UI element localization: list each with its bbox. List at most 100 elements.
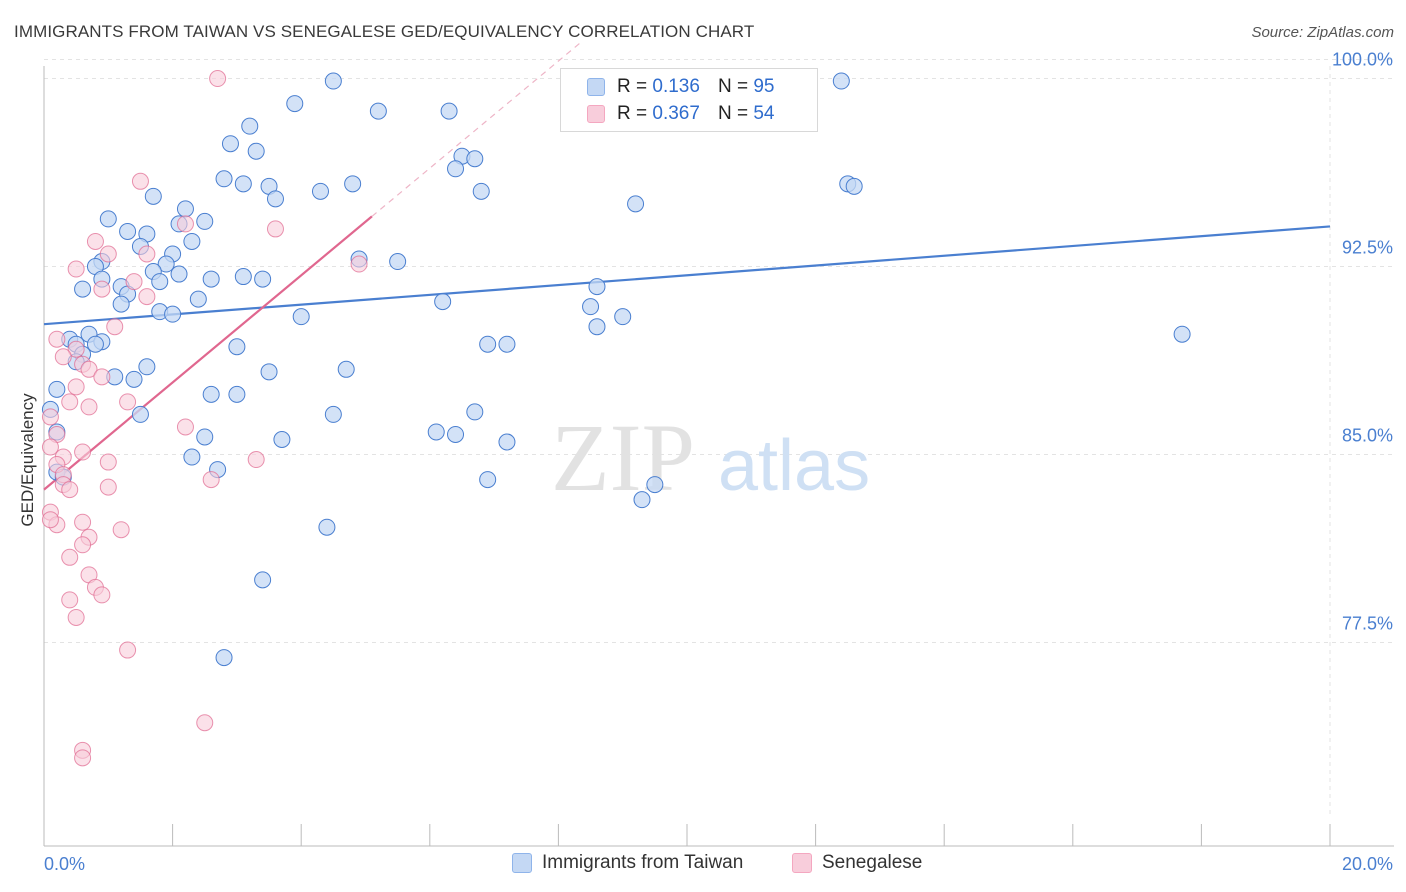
taiwan-point xyxy=(119,222,137,240)
taiwan-point xyxy=(112,295,130,313)
taiwan-point xyxy=(614,308,632,326)
x-tick-label-max: 20.0% xyxy=(1342,854,1393,874)
taiwan-point xyxy=(472,182,490,200)
senegalese-point xyxy=(176,418,194,436)
legend-r-label: R = xyxy=(617,76,648,97)
senegalese-point xyxy=(61,481,79,499)
senegalese-point xyxy=(61,393,79,411)
senegalese-point xyxy=(41,408,59,426)
taiwan-point xyxy=(151,273,169,291)
senegalese-point xyxy=(67,378,85,396)
bottom-legend: Immigrants from Taiwan Senegalese xyxy=(0,852,1406,876)
taiwan-point xyxy=(344,175,362,193)
taiwan-point xyxy=(479,335,497,353)
senegalese-point xyxy=(119,393,137,411)
senegalese-point xyxy=(131,172,149,190)
taiwan-point xyxy=(588,278,606,296)
taiwan-point xyxy=(170,265,188,283)
legend-r-label: R = xyxy=(617,103,648,124)
legend-row-taiwan: R = 0.136 N = 95 xyxy=(587,75,774,99)
series-senegalese xyxy=(41,70,368,767)
taiwan-point xyxy=(845,177,863,195)
senegalese-point xyxy=(196,714,214,732)
legend-n-value: 54 xyxy=(753,103,775,124)
taiwan-point xyxy=(48,380,66,398)
taiwan-point xyxy=(131,405,149,423)
senegalese-point xyxy=(138,288,156,306)
trend-lines xyxy=(43,40,1331,491)
taiwan-point xyxy=(1173,325,1191,343)
y-axis-title: GED/Equivalency xyxy=(18,393,37,527)
senegalese-point xyxy=(74,749,92,767)
taiwan-point xyxy=(260,363,278,381)
senegalese-point xyxy=(74,536,92,554)
taiwan-point xyxy=(138,358,156,376)
taiwan-point xyxy=(479,471,497,489)
senegalese-point xyxy=(176,215,194,233)
senegalese-point xyxy=(80,360,98,378)
trend-line-senegalese-extension xyxy=(371,40,583,217)
taiwan-point xyxy=(176,200,194,218)
taiwan-point xyxy=(125,370,143,388)
senegalese-point xyxy=(93,368,111,386)
taiwan-point xyxy=(427,423,445,441)
y-tick-labels: 77.5% 85.0% 92.5% 100.0% xyxy=(1332,50,1393,634)
bottom-legend-label-taiwan: Immigrants from Taiwan xyxy=(542,852,744,873)
bottom-legend-senegalese[interactable]: Senegalese xyxy=(792,852,922,874)
taiwan-point xyxy=(633,491,651,509)
taiwan-point xyxy=(266,190,284,208)
taiwan-point xyxy=(228,338,246,356)
taiwan-point xyxy=(254,270,272,288)
series-taiwan xyxy=(41,72,1191,667)
trend-line-taiwan xyxy=(43,225,1331,326)
legend-r-value: 0.136 xyxy=(652,76,700,97)
legend: R = 0.136 N = 95 R = 0.367 N = 54 xyxy=(560,68,818,132)
bottom-legend-label-senegalese: Senegalese xyxy=(822,852,923,873)
taiwan-point xyxy=(466,403,484,421)
taiwan-point xyxy=(588,318,606,336)
taiwan-point xyxy=(157,255,175,273)
senegalese-point xyxy=(67,260,85,278)
taiwan-point xyxy=(324,72,342,90)
legend-n-value: 95 xyxy=(753,76,775,97)
senegalese-point xyxy=(119,641,137,659)
y-tick-label: 92.5% xyxy=(1342,238,1393,258)
senegalese-point xyxy=(93,586,111,604)
senegalese-point xyxy=(247,451,265,469)
taiwan-point xyxy=(434,293,452,311)
senegalese-point xyxy=(93,280,111,298)
senegalese-point xyxy=(67,340,85,358)
senegalese-point xyxy=(112,521,130,539)
legend-swatch-taiwan xyxy=(587,78,605,96)
senegalese-point xyxy=(202,471,220,489)
taiwan-point xyxy=(183,448,201,466)
senegalese-point xyxy=(61,591,79,609)
legend-n-label: N = xyxy=(717,76,749,97)
senegalese-point xyxy=(86,232,104,250)
taiwan-point xyxy=(273,430,291,448)
legend-swatch-senegalese xyxy=(587,105,605,123)
taiwan-point xyxy=(183,232,201,250)
bottom-legend-swatch-taiwan xyxy=(512,853,532,873)
watermark-zip: ZIP xyxy=(551,404,695,511)
legend-row-senegalese: R = 0.367 N = 54 xyxy=(587,102,774,126)
senegalese-point xyxy=(99,478,117,496)
taiwan-point xyxy=(215,649,233,667)
bottom-legend-taiwan[interactable]: Immigrants from Taiwan xyxy=(512,852,743,874)
senegalese-point xyxy=(138,245,156,263)
taiwan-point xyxy=(144,187,162,205)
senegalese-point xyxy=(67,608,85,626)
taiwan-point xyxy=(292,308,310,326)
taiwan-point xyxy=(247,142,265,160)
senegalese-point xyxy=(99,245,117,263)
taiwan-point xyxy=(646,476,664,494)
taiwan-point xyxy=(389,253,407,271)
legend-n-label: N = xyxy=(717,103,749,124)
senegalese-point xyxy=(99,453,117,471)
taiwan-point xyxy=(254,571,272,589)
source-label: Source: ZipAtlas.com xyxy=(1251,24,1394,41)
trend-line-senegalese xyxy=(43,215,373,491)
watermark: ZIP atlas xyxy=(551,404,870,511)
taiwan-point xyxy=(627,195,645,213)
